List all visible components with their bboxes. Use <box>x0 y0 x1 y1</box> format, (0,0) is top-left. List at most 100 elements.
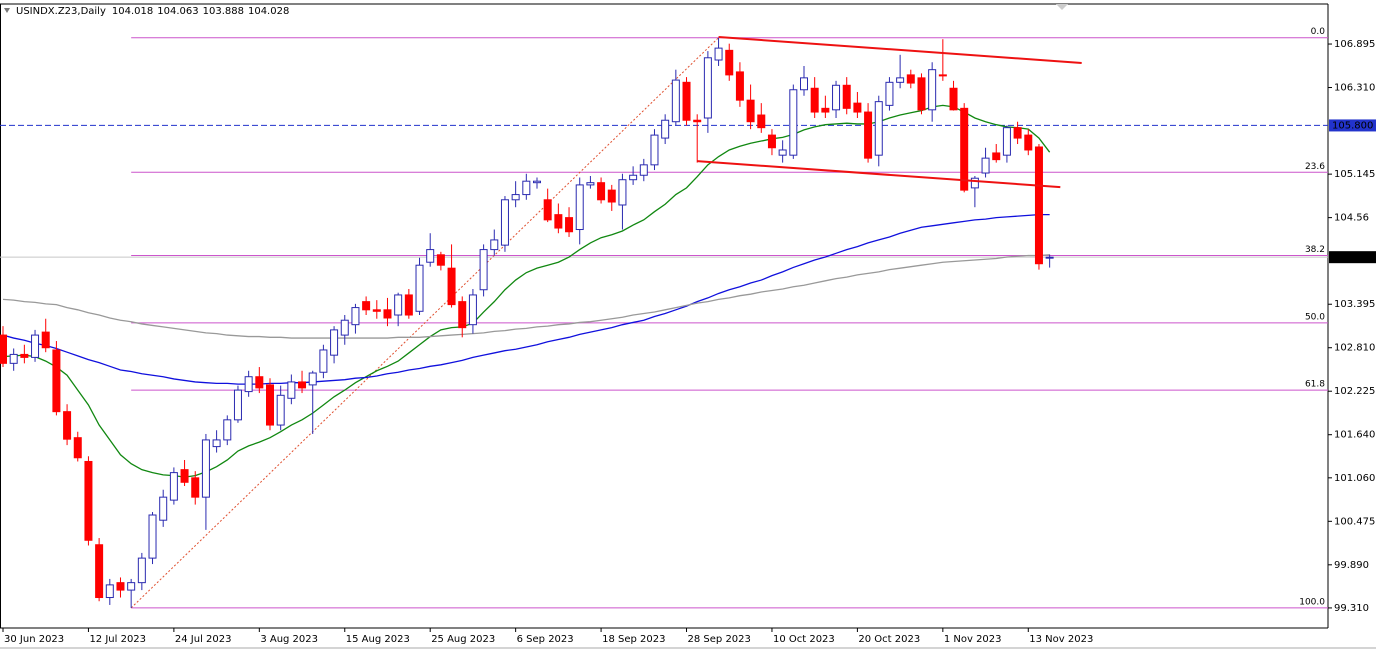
trendline <box>718 35 1082 64</box>
candle-body <box>917 77 926 111</box>
symbol-icon <box>4 8 10 13</box>
candle-body <box>832 84 841 111</box>
price-label-box <box>1329 251 1376 264</box>
candle-body <box>554 214 563 229</box>
y-tick-label: 99.890 <box>1334 560 1369 571</box>
x-tick-label: 18 Sep 2023 <box>602 634 665 645</box>
fib-label: 100.0 <box>1299 597 1325 607</box>
candle-body <box>458 301 467 329</box>
candle-body <box>757 114 766 129</box>
candle-body <box>522 180 531 196</box>
candle-body <box>629 174 638 181</box>
y-tick-label: 103.395 <box>1334 299 1375 310</box>
candle-body <box>586 182 595 186</box>
y-tick-label: 106.895 <box>1334 39 1375 50</box>
candle-body <box>63 411 72 440</box>
candle-body <box>874 101 883 156</box>
y-tick-label: 102.225 <box>1334 386 1375 397</box>
candle-body <box>105 584 114 599</box>
moving-average <box>2 213 1050 385</box>
y-tick-label: 106.310 <box>1334 83 1375 94</box>
candle-body <box>682 81 691 121</box>
last-low: 103.888 <box>203 6 244 17</box>
candle-body <box>575 184 584 231</box>
y-tick-label: 100.475 <box>1334 516 1375 527</box>
candle-body <box>148 514 157 559</box>
x-tick-label: 25 Aug 2023 <box>431 634 495 645</box>
candle-body <box>1024 134 1033 151</box>
candle-body <box>981 157 990 174</box>
candle-body <box>885 81 894 106</box>
hline-label-box <box>1329 119 1376 132</box>
candle-body <box>928 69 937 111</box>
last-open: 104.018 <box>112 6 153 17</box>
hline-label: 105.800 <box>1332 120 1373 131</box>
candle-body <box>394 294 403 316</box>
candle-body <box>330 329 339 356</box>
candle-body <box>52 349 61 413</box>
candle-body <box>255 376 264 389</box>
candle-body <box>127 582 136 591</box>
candle-body <box>703 57 712 119</box>
candle-body <box>351 307 360 326</box>
candle-body <box>906 74 915 84</box>
fib-label: 23.6 <box>1305 162 1325 172</box>
candle-body <box>479 249 488 291</box>
candle-body <box>896 77 905 83</box>
shift-marker <box>1056 4 1068 10</box>
candle-body <box>201 439 210 498</box>
candle-body <box>308 372 317 386</box>
candle-body <box>778 149 787 156</box>
symbol: USINDX.Z23,Daily <box>16 6 106 17</box>
x-tick-label: 1 Nov 2023 <box>944 634 1002 645</box>
candle-body <box>436 254 445 266</box>
candle-body <box>404 294 413 316</box>
candle-body <box>607 189 616 203</box>
candle-body <box>415 264 424 312</box>
x-tick-label: 12 Jul 2023 <box>89 634 146 645</box>
x-tick-label: 24 Jul 2023 <box>175 634 232 645</box>
candle-body <box>735 71 744 101</box>
candle-body <box>20 353 29 358</box>
candle-body <box>543 199 552 221</box>
candle-body <box>41 331 50 349</box>
candle-body <box>821 107 830 113</box>
x-tick-label: 20 Oct 2023 <box>858 634 920 645</box>
candle-body <box>468 294 477 326</box>
candle-body <box>725 49 734 76</box>
last-close: 104.028 <box>248 6 289 17</box>
candle-body <box>244 376 253 393</box>
candle-body <box>533 180 541 184</box>
x-tick-label: 30 Jun 2023 <box>4 634 64 645</box>
candle-body <box>426 249 435 263</box>
x-tick-label: 6 Sep 2023 <box>517 634 574 645</box>
candle-body <box>31 334 40 358</box>
candle-body <box>949 87 958 111</box>
y-tick-label: 102.810 <box>1334 343 1375 354</box>
candle-body <box>73 437 82 459</box>
candle-body <box>693 119 702 123</box>
candle-body <box>276 394 285 426</box>
candle-body <box>842 84 851 109</box>
candle-body <box>212 439 221 448</box>
candle-body <box>864 111 873 159</box>
price-label: 104.028 <box>1332 252 1373 263</box>
candle-body <box>938 74 947 77</box>
fib-label: 50.0 <box>1305 312 1325 322</box>
candle-body <box>746 99 755 123</box>
candle-body <box>671 79 680 123</box>
candle-body <box>169 472 178 501</box>
candle-body <box>500 199 509 246</box>
candle-body <box>618 179 627 206</box>
y-tick-label: 105.145 <box>1334 169 1375 180</box>
candle-body <box>340 319 349 336</box>
moving-average <box>2 254 1050 339</box>
candle-body <box>810 87 819 113</box>
fib-diagonal <box>130 37 719 609</box>
candle-body <box>1002 127 1011 156</box>
candle-body <box>800 77 808 91</box>
candle-body <box>180 469 189 483</box>
candle-body <box>639 164 648 176</box>
trendline <box>697 160 1061 189</box>
candle-body <box>223 419 232 441</box>
